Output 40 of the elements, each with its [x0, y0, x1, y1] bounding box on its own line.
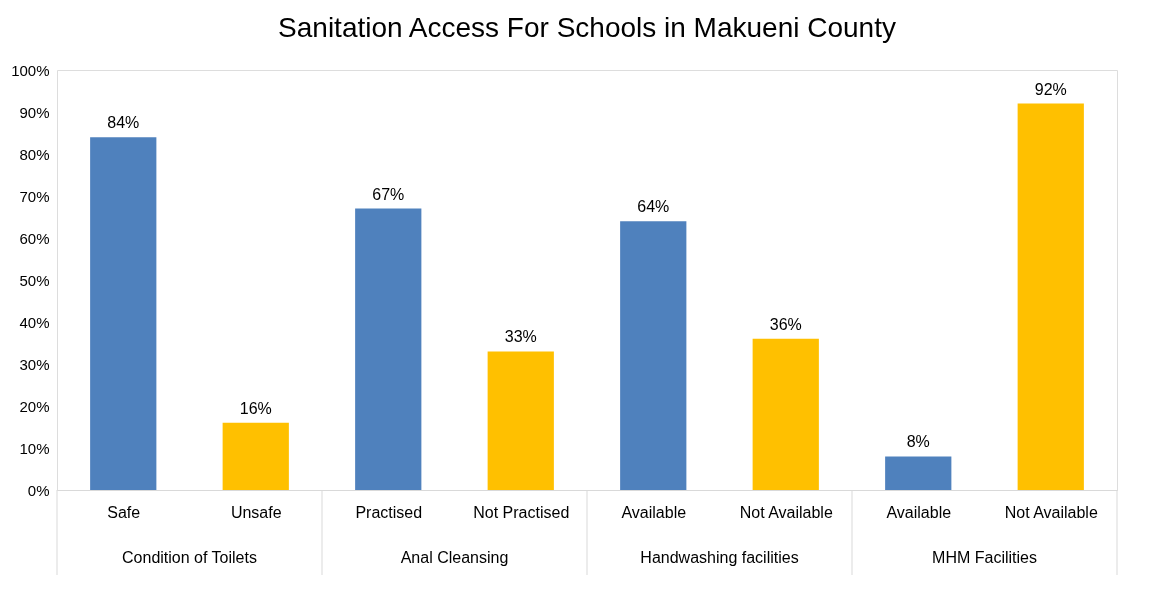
x-tick-label: Not Available	[739, 503, 833, 521]
data-label: 92%	[1034, 80, 1067, 98]
x-tick-label: Not Available	[1004, 503, 1098, 521]
y-tick-label: 20%	[19, 397, 50, 415]
data-label: 67%	[372, 185, 405, 203]
bar	[885, 456, 952, 490]
y-tick-label: 10%	[19, 439, 50, 457]
chart-title: Sanitation Access For Schools in Makueni County	[278, 12, 896, 43]
bar	[355, 208, 422, 490]
x-tick-label: Available	[621, 503, 687, 521]
y-tick-label: 90%	[19, 103, 50, 121]
data-label: 33%	[504, 328, 537, 346]
x-tick-label: Not Practised	[473, 503, 570, 521]
y-tick-label: 60%	[19, 229, 50, 247]
y-tick-label: 100%	[11, 61, 50, 79]
text: Anal Cleansing	[400, 549, 509, 566]
bar	[487, 351, 554, 490]
data-label: 64%	[637, 198, 670, 216]
text: MHM Facilities	[932, 549, 1037, 566]
bar	[90, 137, 157, 490]
y-tick-label: 30%	[19, 355, 50, 373]
y-tick-label: 40%	[19, 313, 50, 331]
y-tick-label: 70%	[19, 187, 50, 205]
y-tick-label: 0%	[27, 481, 50, 499]
text: Condition of Toilets	[122, 549, 257, 566]
x-tick-label: Practised	[355, 503, 423, 521]
data-label: 36%	[769, 315, 802, 333]
bar	[1017, 103, 1084, 490]
bar	[620, 221, 687, 490]
x-tick-label: Unsafe	[230, 503, 282, 521]
bar	[752, 338, 819, 490]
data-label: 8%	[906, 433, 930, 451]
y-tick-label: 80%	[19, 145, 50, 163]
y-tick-label: 50%	[19, 271, 50, 289]
data-label: 16%	[239, 399, 272, 417]
data-label: 84%	[107, 114, 140, 132]
x-tick-label: Available	[886, 503, 952, 521]
text: Handwashing facilities	[640, 549, 799, 566]
bar	[222, 422, 289, 490]
x-tick-label: Safe	[107, 503, 141, 521]
